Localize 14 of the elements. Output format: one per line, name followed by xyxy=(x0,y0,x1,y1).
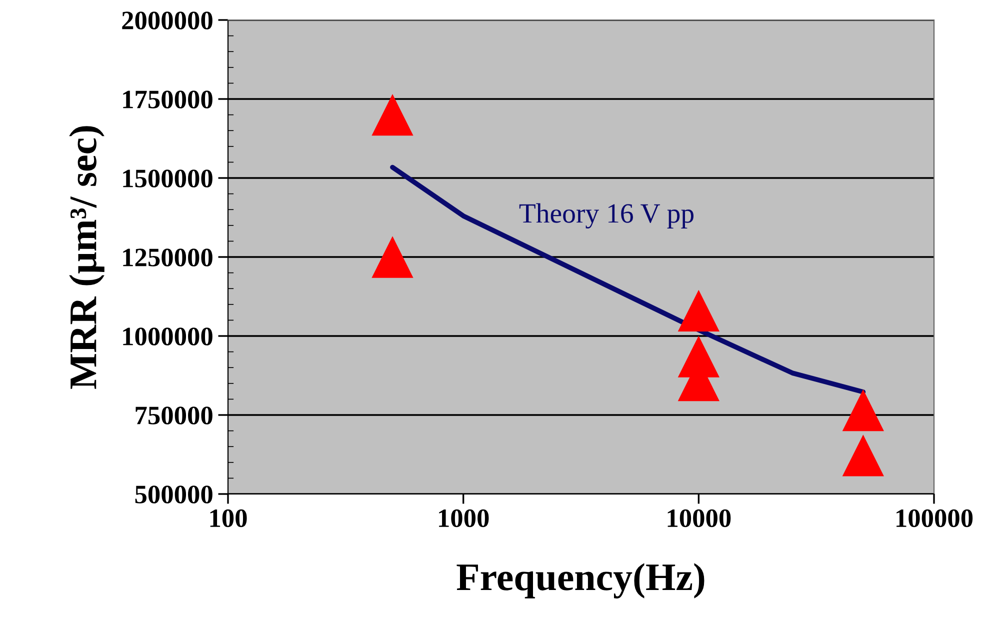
y-tick-label: 2000000 xyxy=(122,12,212,30)
y-tick-label: 750000 xyxy=(136,406,212,424)
x-axis-title: Frequency(Hz) xyxy=(456,563,704,598)
x-tick-label: 1000 xyxy=(439,509,489,528)
y-tick-label: 1500000 xyxy=(123,170,212,188)
y-tick-label: 1000000 xyxy=(123,328,212,346)
x-tick-label: 10000 xyxy=(668,509,731,528)
y-tick-label: 500000 xyxy=(135,486,212,504)
y-tick-label: 1750000 xyxy=(123,90,212,108)
x-tick-label: 100 xyxy=(210,509,247,528)
x-tick-label: 100000 xyxy=(896,509,973,528)
y-tick-label: 1250000 xyxy=(123,248,212,266)
y-axis-title: MRR (µm³/ sec) xyxy=(69,126,104,389)
series-label: Theory 16 V pp xyxy=(519,203,694,229)
